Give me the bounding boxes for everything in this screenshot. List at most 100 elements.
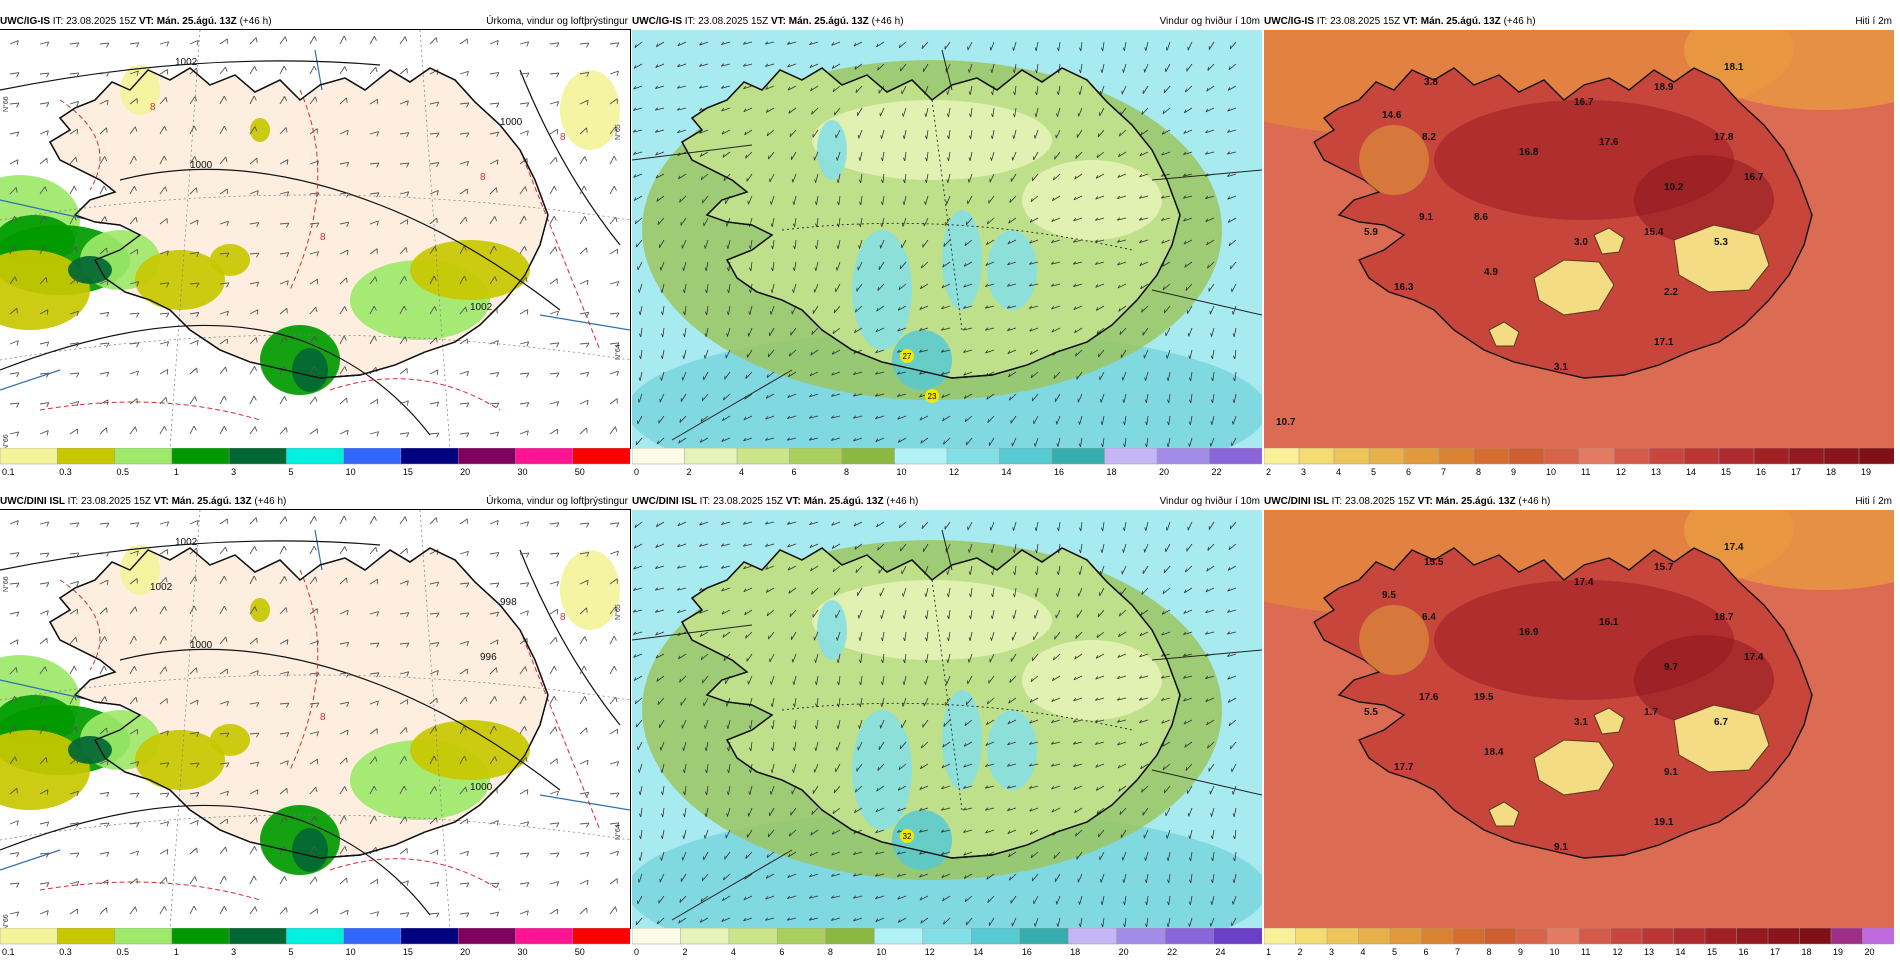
legend-swatch (1863, 928, 1895, 944)
isobar-label: 1002 (470, 302, 493, 313)
legend-swatch (1369, 448, 1405, 464)
legend-tick-label: 7 (1455, 947, 1460, 957)
temperature-value: 17.6 (1599, 137, 1619, 148)
temperature-value: 3.8 (1424, 77, 1438, 88)
valid-time: Mán. 25.ágú. 13Z (157, 16, 240, 27)
temperature-value: 9.1 (1554, 842, 1568, 853)
legend-tick-label: 16 (1756, 467, 1766, 477)
legend-tick-label: 15 (403, 947, 413, 957)
legend-swatch (229, 928, 287, 944)
legend-tick-label: 13 (1644, 947, 1654, 957)
legend-swatch (1105, 448, 1158, 464)
isobar-label: 1002 (175, 537, 198, 548)
legend-swatch (1327, 928, 1359, 944)
legend-swatch (947, 448, 1000, 464)
field-title: Hiti í 2m (1855, 494, 1892, 510)
temperature-value: 2.2 (1664, 287, 1678, 298)
legend-swatch (1789, 448, 1825, 464)
lead-time: (+46 h) (1504, 16, 1536, 27)
graticule-label: N°65 (614, 124, 622, 140)
legend-swatch (685, 448, 738, 464)
temperature-value: 4.9 (1484, 267, 1498, 278)
it-label: IT: (1332, 496, 1345, 507)
legend-swatch (401, 928, 459, 944)
vt-label: VT: (771, 16, 789, 27)
isobar-label: 1002 (175, 57, 198, 68)
wind-panel-dini: UWC/DINI ISL IT: 23.08.2025 15Z VT: Mán.… (632, 494, 1262, 964)
legend-swatch (1485, 928, 1517, 944)
legend-swatch (777, 928, 826, 944)
graticule-label: N°65 (614, 604, 622, 620)
legend-swatch (1117, 928, 1166, 944)
precip-cell (210, 244, 250, 276)
legend-tick-label: 11 (1581, 467, 1590, 477)
it-label: IT: (1317, 16, 1330, 27)
legend-tick-label: 2 (687, 467, 692, 477)
legend-tick-label: 0.3 (59, 947, 72, 957)
temp-panel-igis: UWC/IG-IS IT: 23.08.2025 15Z VT: Mán. 25… (1264, 14, 1894, 484)
legend-swatch (1831, 928, 1863, 944)
legend-swatch (1684, 448, 1720, 464)
temperature-value: 9.1 (1419, 212, 1433, 223)
legend-swatch (1264, 928, 1296, 944)
temperature-value: 10.2 (1664, 182, 1684, 193)
legend-tick-label: 50 (575, 467, 585, 477)
legend-swatch (1264, 448, 1300, 464)
legend-tick-label: 30 (517, 467, 527, 477)
legend-swatch (1614, 448, 1650, 464)
panel-title-bar: UWC/DINI ISL IT: 23.08.2025 15Z VT: Mán.… (632, 494, 1262, 510)
legend-swatch (1165, 928, 1214, 944)
panel-title-bar: UWC/IG-IS IT: 23.08.2025 15Z VT: Mán. 25… (632, 14, 1262, 30)
legend-swatch (1859, 448, 1894, 464)
temperature-value: 5.3 (1714, 237, 1728, 248)
legend-tick-label: 9 (1518, 947, 1523, 957)
isobar-label: 8 (560, 132, 566, 143)
lead-time: (+46 h) (872, 16, 904, 27)
isobar-label: 1002 (150, 582, 173, 593)
legend-swatch (1579, 448, 1615, 464)
valid-time: Mán. 25.ágú. 13Z (804, 496, 887, 507)
legend-swatch (57, 448, 115, 464)
legend-swatch (632, 928, 681, 944)
graticule-label: N°66 (2, 576, 10, 592)
isobar-label: 996 (480, 652, 497, 663)
legend-tick-label: 6 (792, 467, 797, 477)
legend-swatch (57, 928, 115, 944)
legend-swatch (458, 448, 516, 464)
legend-tick-label: 12 (1613, 947, 1623, 957)
precip-cell (560, 550, 620, 630)
valid-time: Mán. 25.ágú. 13Z (1436, 496, 1519, 507)
vt-label: VT: (139, 16, 157, 27)
temperature-value: 9.1 (1664, 767, 1678, 778)
model-name: UWC/DINI ISL (0, 496, 68, 507)
wind-map: 32 (632, 510, 1262, 928)
legend-swatch (0, 928, 58, 944)
legend-swatch (729, 928, 778, 944)
temperature-value: 17.8 (1714, 132, 1734, 143)
legend-tick-label: 20 (1159, 467, 1169, 477)
temperature-value: 3.1 (1554, 362, 1568, 373)
wind-panel-igis: UWC/IG-IS IT: 23.08.2025 15Z VT: Mán. 25… (632, 14, 1262, 484)
temperature-value: 8.6 (1474, 212, 1488, 223)
wind-speed-cell (812, 580, 1052, 660)
init-time: 23.08.2025 15Z (713, 496, 786, 507)
wind-speed-cell (812, 100, 1052, 180)
temperature-value: 16.8 (1519, 147, 1539, 158)
legend-swatch (790, 448, 843, 464)
temperature-value: 19.1 (1654, 817, 1674, 828)
legend-swatch (1210, 448, 1263, 464)
legend-swatch (1516, 928, 1548, 944)
isobar-label: 998 (500, 597, 517, 608)
legend-tick-label: 15 (1707, 947, 1717, 957)
legend-tick-label: 10 (1550, 947, 1560, 957)
precip-cell (68, 736, 112, 764)
legend-tick-label: 10 (897, 467, 907, 477)
legend-tick-label: 22 (1212, 467, 1222, 477)
isobar-label: 8 (320, 232, 326, 243)
temperature-value: 17.4 (1724, 542, 1744, 553)
legend-tick-label: 20 (460, 947, 470, 957)
